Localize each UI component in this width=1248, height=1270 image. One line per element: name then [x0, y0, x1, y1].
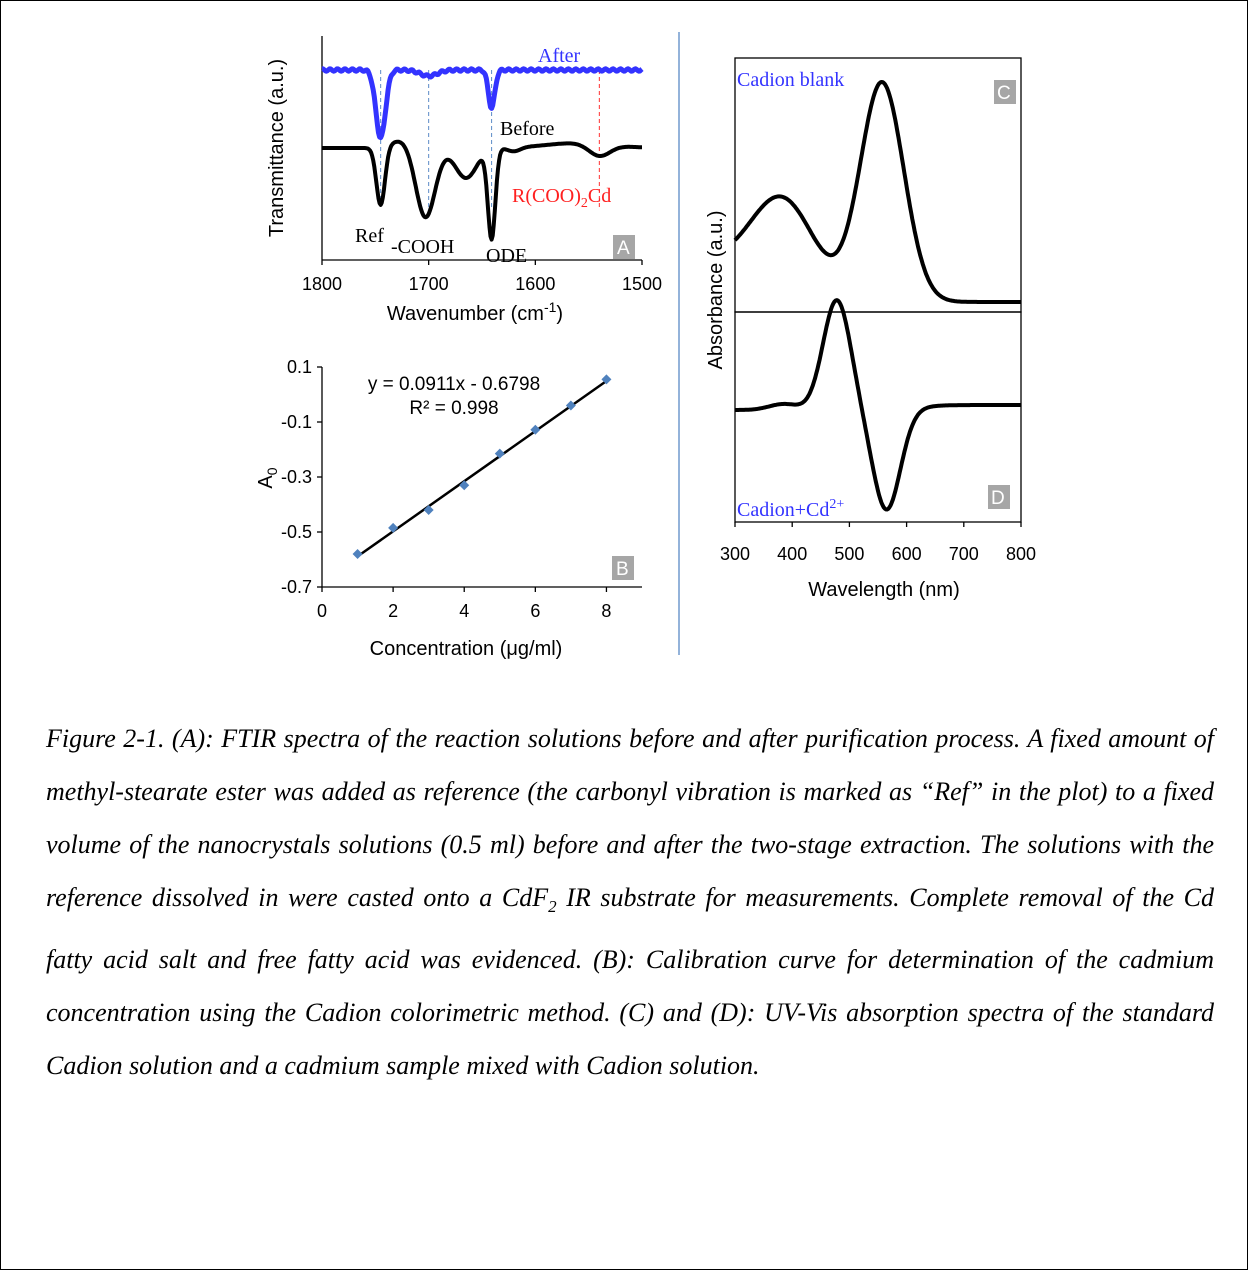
panel-b-y-tick-label: 0.1	[287, 357, 312, 377]
panel-cd-x-tick-label: 800	[1006, 544, 1036, 564]
data-point	[494, 448, 505, 459]
panel-cd-x-tick-label: 600	[892, 544, 922, 564]
panel-a-label: A	[617, 238, 630, 259]
panel-b-y-tick-label: -0.7	[281, 577, 312, 597]
panel-cd-x-tick-label: 400	[777, 544, 807, 564]
panel-a: 1800 1700 1600 1500 After Before Ref -COOH …	[266, 36, 662, 325]
caption-text-rest: IR substrate for measurements. Complete …	[46, 883, 1214, 1081]
series-after-label: After	[538, 45, 581, 67]
panel-b-y-tick-label: -0.3	[281, 467, 312, 487]
panel-a-x-ticks: 1800 1700 1600 1500	[302, 260, 662, 294]
panel-cd-x-tick-label: 700	[949, 544, 979, 564]
panel-cd: 300 400 500 600 700 800 Cadion blank Cadion+C…	[705, 57, 1036, 601]
data-point	[423, 505, 434, 515]
data-points	[352, 374, 612, 559]
series-cadion-blank-label: Cadion blank	[737, 69, 844, 91]
panel-b-x-ticks: 0 2 4 6 8	[317, 587, 611, 621]
panel-cd-frames	[734, 57, 1022, 523]
panel-cd-x-tick-label: 500	[834, 544, 864, 564]
fit-equation: y = 0.0911x - 0.6798	[368, 374, 540, 395]
series-cadion-cd-label: Cadion+Cd2+	[737, 497, 844, 521]
panel-b-y-tick-label: -0.1	[281, 412, 312, 432]
annotation-salt: R(COO)2Cd	[512, 185, 611, 211]
series-before-line	[321, 139, 643, 242]
panel-b-label: B	[616, 559, 629, 580]
panel-c-label: C	[997, 83, 1011, 104]
fit-r2: R² = 0.998	[409, 398, 498, 419]
panel-a-x-tick-label: 1600	[515, 274, 555, 294]
panel-c-label-box	[994, 80, 1016, 104]
panel-a-x-tick-label: 1800	[302, 274, 342, 294]
data-point	[388, 522, 399, 533]
panel-b-y-tick-label: -0.5	[281, 522, 312, 542]
panel-a-xlabel: Wavenumber (cm-1)	[387, 299, 563, 325]
panel-d-label-box	[988, 485, 1010, 509]
panel-b-x-tick-label: 0	[317, 601, 327, 621]
panel-b-x-tick-label: 2	[388, 601, 398, 621]
data-point	[530, 424, 541, 435]
data-point	[352, 549, 363, 559]
cadion-cd-line	[734, 298, 1022, 512]
panel-b-x-tick-label: 8	[601, 601, 611, 621]
series-after-line	[320, 66, 644, 141]
panel-cd-ylabel: Absorbance (a.u.)	[705, 211, 727, 370]
panel-a-x-tick-label: 1700	[409, 274, 449, 294]
annotation-cooh: -COOH	[391, 236, 454, 258]
annotation-ode: ODE	[486, 245, 527, 267]
caption-text: Figure 2-1. (A): FTIR spectra of the rea…	[46, 724, 1214, 912]
cadion-blank-line	[733, 80, 1022, 304]
fit-line	[356, 380, 608, 558]
panel-b-x-tick-label: 4	[459, 601, 469, 621]
figure-caption: Figure 2-1. (A): FTIR spectra of the rea…	[46, 712, 1214, 1092]
panel-cd-x-tick-label: 300	[720, 544, 750, 564]
panel-a-label-box	[613, 235, 635, 259]
panel-d-label: D	[991, 488, 1005, 509]
panel-b: 0.1 -0.1 -0.3 -0.5 -0.7 0 2 4 6 8 y = 0.0911x - …	[255, 357, 642, 660]
data-point	[601, 374, 612, 385]
data-point	[459, 480, 470, 491]
panel-cd-xlabel: Wavelength (nm)	[808, 579, 960, 601]
data-point	[565, 400, 576, 411]
figure-graphics: 1800 1700 1600 1500 After Before Ref -COOH …	[255, 32, 1036, 660]
panel-a-x-tick-label: 1500	[622, 274, 662, 294]
panel-b-label-box	[612, 556, 634, 580]
panel-b-ylabel: A0	[255, 467, 280, 488]
caption-subscript: 2	[548, 897, 557, 917]
panel-cd-x-ticks: 300 400 500 600 700 800	[720, 522, 1036, 564]
panel-a-ylabel: Transmittance (a.u.)	[266, 59, 288, 237]
panel-b-xlabel: Concentration (μg/ml)	[370, 638, 563, 660]
panel-b-y-ticks: 0.1 -0.1 -0.3 -0.5 -0.7	[281, 357, 322, 597]
panel-b-x-tick-label: 6	[530, 601, 540, 621]
annotation-ref: Ref	[355, 225, 384, 247]
series-before-label: Before	[500, 118, 555, 140]
